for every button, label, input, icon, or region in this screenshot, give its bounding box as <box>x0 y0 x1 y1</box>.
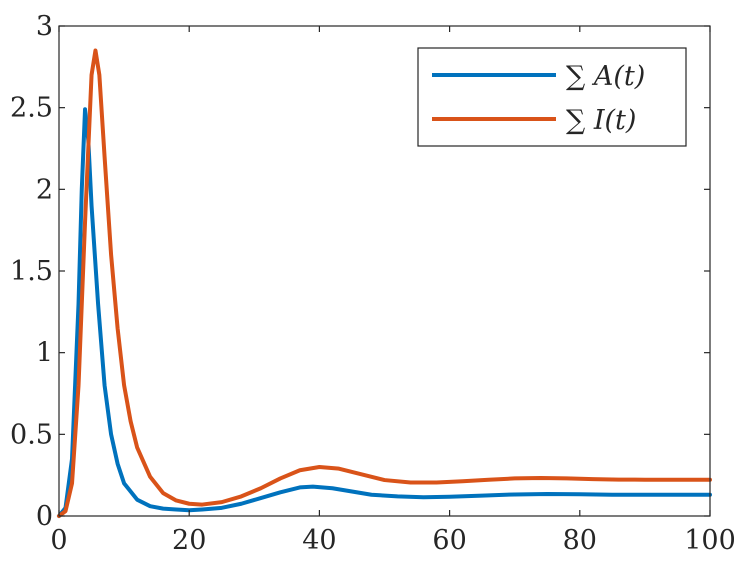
axis-ticks: 0 20 40 60 80 100 0 0.5 1 1.5 2 2.5 3 <box>10 11 736 556</box>
plot-area <box>57 48 712 518</box>
y-tick-label: 1.5 <box>10 256 53 287</box>
y-tick-label: 0 <box>36 501 53 532</box>
x-tick-label: 20 <box>172 525 206 556</box>
y-tick-label: 1 <box>36 338 53 369</box>
legend: ∑ A(t) ∑ I(t) <box>417 47 687 147</box>
y-tick-label: 2.5 <box>10 93 53 124</box>
y-tick-label: 2 <box>36 174 53 205</box>
y-tick-label: 3 <box>36 11 53 42</box>
x-tick-label: 100 <box>684 525 736 556</box>
legend-label-1: ∑ A(t) <box>566 61 645 92</box>
series-line-1 <box>57 107 712 518</box>
x-tick-label: 40 <box>302 525 336 556</box>
legend-label-2: ∑ I(t) <box>566 105 636 136</box>
legend-box <box>417 47 687 147</box>
y-tick-label: 0.5 <box>10 419 53 450</box>
x-tick-label: 80 <box>563 525 597 556</box>
series-line-2 <box>57 48 712 518</box>
x-tick-label: 0 <box>50 525 67 556</box>
x-tick-label: 60 <box>432 525 466 556</box>
